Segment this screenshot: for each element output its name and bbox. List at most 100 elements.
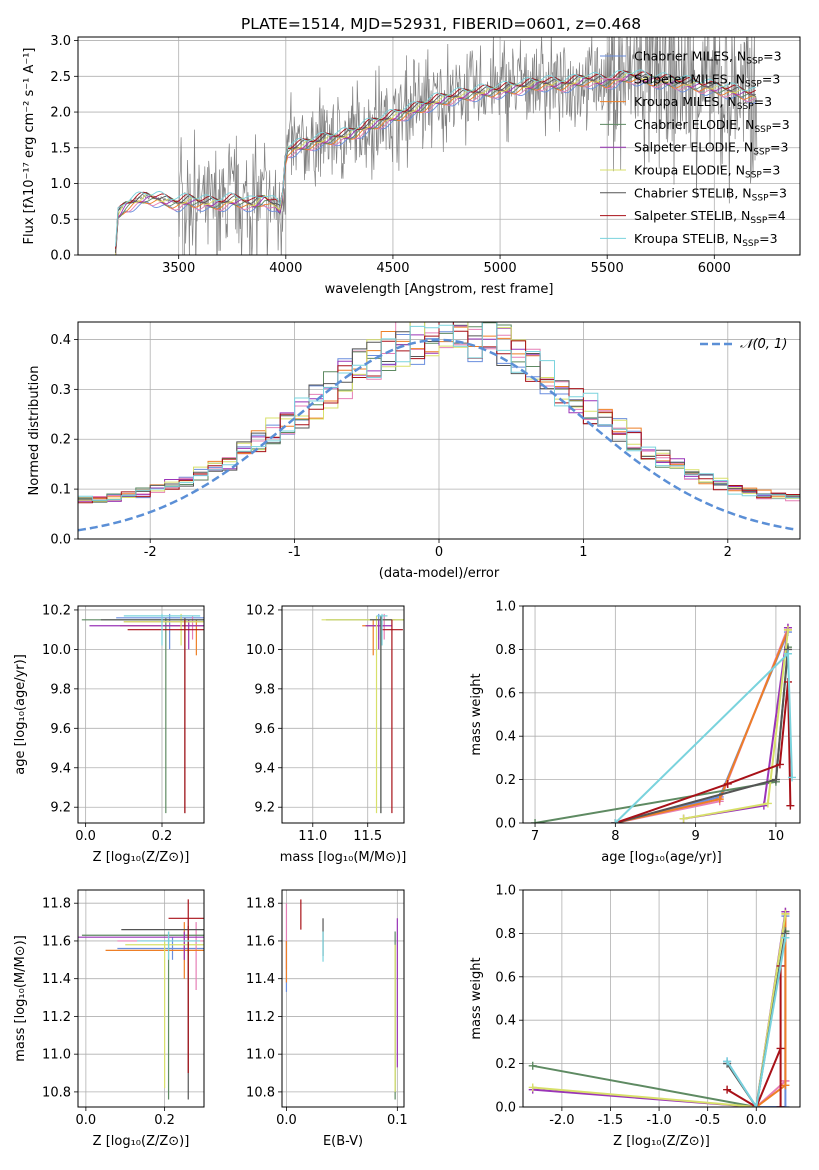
y-tick-label: 0.2 xyxy=(495,1057,516,1072)
weight-point-marker xyxy=(776,1103,785,1107)
residual-histogram-line xyxy=(78,322,800,539)
y-tick-label: 1.0 xyxy=(50,177,71,192)
legend-entry: 𝒩(0, 1) xyxy=(740,337,787,352)
y-tick-label: 1.0 xyxy=(495,600,516,615)
legend-nssp-subscript: SSP xyxy=(750,216,767,226)
y-tick-label: 0.4 xyxy=(50,333,71,348)
weight-series-line xyxy=(532,913,787,1107)
y-tick-label: 0.2 xyxy=(495,773,516,788)
weight-point-marker xyxy=(611,819,620,823)
legend-entry: Kroupa ELODIE, NSSP=3 xyxy=(634,163,780,181)
legend-equals: = xyxy=(770,140,780,155)
legend-nssp-label: , N xyxy=(733,208,750,223)
y-tick-label: 11.2 xyxy=(42,1010,71,1025)
x-tick-label: 4000 xyxy=(269,261,302,276)
legend-entry: Chabrier STELIB, NSSP=3 xyxy=(634,185,787,203)
y-tick-label: 1.5 xyxy=(50,141,71,156)
legend-nssp-value: 3 xyxy=(772,163,780,178)
legend-model-name: Kroupa STELIB xyxy=(634,231,725,246)
age_vs_Z-axes: 0.0 0.2 9.2 9.4 9.6 9.8 10.0 10.2 Z [log₁₀(Z/Z⊙)… xyxy=(13,603,204,865)
y-tick-label: 0.4 xyxy=(495,730,516,745)
weight-point-marker xyxy=(763,799,772,808)
legend-equals: = xyxy=(769,185,779,200)
x-tick-label: 7 xyxy=(531,829,539,844)
legend-nssp-value: 3 xyxy=(770,231,778,246)
legend-model-name: Salpeter MILES xyxy=(634,71,728,86)
legend-nssp-subscript: SSP xyxy=(754,125,771,135)
weight-point-marker xyxy=(723,779,732,788)
legend-nssp-value: 3 xyxy=(774,49,782,64)
y-tick-label: 9.6 xyxy=(254,722,275,737)
y-tick-label: 11.0 xyxy=(246,1048,275,1063)
y-tick-label: 9.4 xyxy=(254,761,275,776)
weight-series-line xyxy=(726,966,782,1107)
y-tick-label: 9.8 xyxy=(50,682,71,697)
x-tick-label: 10 xyxy=(768,829,785,844)
weight-point-marker xyxy=(679,814,688,823)
y-tick-label: 9.6 xyxy=(50,722,71,737)
y-tick-label: 11.0 xyxy=(42,1048,71,1063)
x-tick-label: 0.0 xyxy=(75,829,96,844)
legend-equals: = xyxy=(759,231,769,246)
x-tick-label: 0.0 xyxy=(76,1113,97,1128)
legend-equals: = xyxy=(754,94,764,109)
weight-point-marker xyxy=(781,1081,790,1090)
x-axis-label: wavelength [Angstrom, rest frame] xyxy=(325,282,554,297)
x-tick-label: 0 xyxy=(435,545,443,560)
age_vs_mass-frame xyxy=(281,605,405,824)
weight-point-marker xyxy=(528,1083,537,1092)
y-tick-label: 9.8 xyxy=(254,682,275,697)
legend-nssp-subscript: SSP xyxy=(752,193,769,203)
legend-model-name: Chabrier MILES xyxy=(634,49,729,64)
legend-nssp-label: , N xyxy=(719,94,736,109)
weight-point-marker xyxy=(786,801,795,810)
y-tick-label: 0.4 xyxy=(495,1014,516,1029)
legend-nssp-label: , N xyxy=(729,49,746,64)
y-tick-label: 0.1 xyxy=(50,483,71,498)
x-tick-label: 0.1 xyxy=(387,1113,408,1128)
age_vs_Z-frame xyxy=(77,605,205,824)
weight-point-marker xyxy=(715,795,724,804)
y-tick-label: 11.4 xyxy=(246,972,275,987)
x-tick-label: 0.2 xyxy=(152,829,173,844)
legend-entry: Kroupa MILES, NSSP=3 xyxy=(634,94,772,112)
y-tick-label: 0.8 xyxy=(495,643,516,658)
y-axis-label: Flux [fλ10⁻¹⁷ erg cm⁻² s⁻¹ A⁻¹] xyxy=(22,48,37,245)
legend-model-name: Chabrier ELODIE xyxy=(634,117,737,132)
x-tick-label: 0.2 xyxy=(154,1113,175,1128)
x-tick-label: 5500 xyxy=(591,261,624,276)
weight-point-marker xyxy=(775,760,784,769)
legend-nssp-value: 3 xyxy=(782,117,790,132)
weight_vs_age-plot xyxy=(531,623,796,823)
y-tick-label: 9.4 xyxy=(50,761,71,776)
weight_vs_Z-plot xyxy=(528,907,790,1107)
legend-equals: = xyxy=(762,71,772,86)
weight-point-marker xyxy=(723,1085,732,1094)
x-tick-label: 8 xyxy=(611,829,619,844)
y-tick-label: 10.0 xyxy=(246,643,275,658)
x-tick-label: -1.5 xyxy=(598,1113,623,1128)
model-spectrum-line xyxy=(115,69,756,247)
y-tick-label: 0.0 xyxy=(495,817,516,832)
y-tick-label: 0.3 xyxy=(50,383,71,398)
age_vs_mass-axes: 11.0 11.5 9.2 9.4 9.6 9.8 10.0 10.2 mass [log₁₀(… xyxy=(246,603,406,865)
y-tick-label: 0.0 xyxy=(50,249,71,264)
gaussian-curve xyxy=(78,338,798,532)
x-tick-label: -1.0 xyxy=(646,1113,671,1128)
mass_vs_Z-plot xyxy=(78,899,204,1100)
mass_vs_Z-axes: 0.0 0.2 10.8 11.0 11.2 11.4 11.6 11.8 Z [log₁₀(Z… xyxy=(13,890,204,1149)
legend-entry: Salpeter MILES, NSSP=3 xyxy=(634,71,780,89)
spectrum-frame xyxy=(77,36,801,256)
weight-point-marker xyxy=(787,773,796,782)
y-axis-label: age [log₁₀(age/yr)] xyxy=(13,654,28,775)
legend-nssp-value: 3 xyxy=(764,94,772,109)
legend-nssp-value: 3 xyxy=(781,140,789,155)
x-tick-label: -2.0 xyxy=(549,1113,574,1128)
weight-point-marker xyxy=(781,1103,790,1107)
y-tick-label: 0.8 xyxy=(495,927,516,942)
weight_vs_age-axes: 7 8 9 10 0.0 0.2 0.4 0.6 0.8 1.0 age [log₁₀(age/yr… xyxy=(469,600,800,865)
weight-point-marker xyxy=(771,775,780,784)
weight_vs_age-frame xyxy=(522,605,801,824)
weight-point-marker xyxy=(783,649,792,658)
